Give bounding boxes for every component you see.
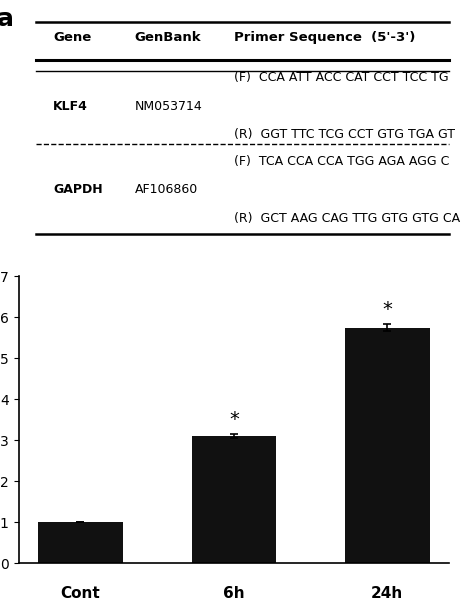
Text: GAPDH: GAPDH (53, 183, 103, 196)
Text: (R)  GCT AAG CAG TTG GTG GTG CA: (R) GCT AAG CAG TTG GTG GTG CA (234, 212, 460, 225)
Text: *: * (229, 410, 239, 429)
Text: (F)  TCA CCA CCA TGG AGA AGG C: (F) TCA CCA CCA TGG AGA AGG C (234, 155, 449, 168)
Text: a: a (0, 7, 14, 31)
Text: GenBank: GenBank (135, 31, 201, 44)
Text: Primer Sequence  (5'-3'): Primer Sequence (5'-3') (234, 31, 415, 44)
Text: KLF4: KLF4 (53, 99, 88, 113)
Text: NM053714: NM053714 (135, 99, 202, 113)
Text: (R)  GGT TTC TCG CCT GTG TGA GT: (R) GGT TTC TCG CCT GTG TGA GT (234, 128, 455, 141)
Text: *: * (382, 300, 392, 319)
Text: Gene: Gene (53, 31, 91, 44)
Text: 6h: 6h (223, 586, 244, 599)
Text: Cont: Cont (61, 586, 100, 599)
Bar (345, 328, 430, 563)
Bar (192, 436, 276, 563)
Text: 24h: 24h (371, 586, 403, 599)
Text: AF106860: AF106860 (135, 183, 198, 196)
Bar (38, 522, 123, 563)
Text: (F)  CCA ATT ACC CAT CCT TCC TG: (F) CCA ATT ACC CAT CCT TCC TG (234, 71, 449, 84)
